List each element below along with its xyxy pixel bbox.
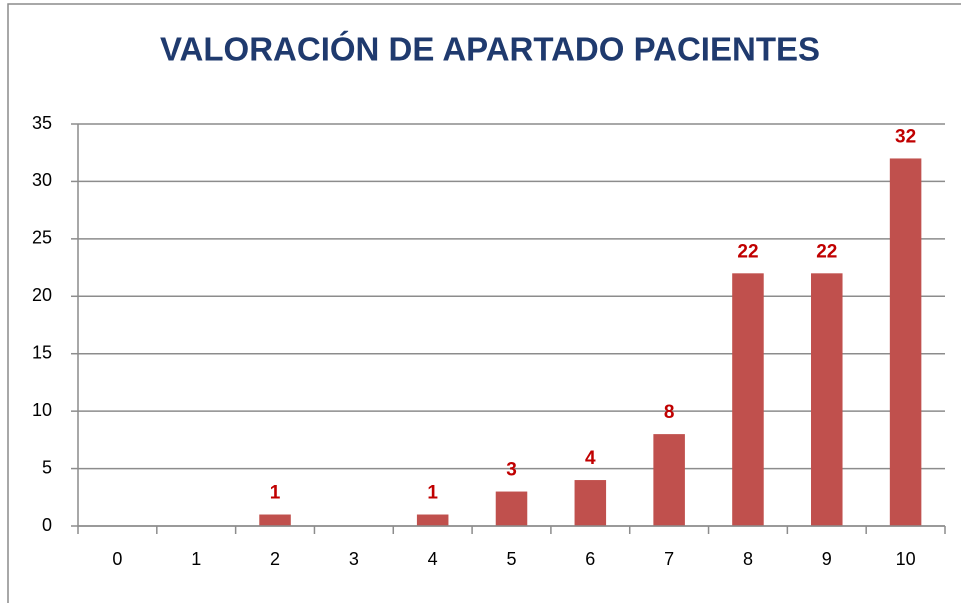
- value-label: 4: [585, 448, 596, 469]
- bar: [416, 514, 449, 526]
- value-label: 22: [737, 241, 758, 262]
- x-tick-label: 10: [896, 549, 916, 569]
- x-tick-label: 0: [112, 549, 122, 569]
- x-tick-label: 8: [743, 549, 753, 569]
- y-tick-label: 30: [32, 170, 52, 190]
- x-tick-label: 5: [506, 549, 516, 569]
- value-label: 8: [664, 402, 675, 423]
- bar: [732, 273, 764, 526]
- y-tick-label: 0: [42, 515, 52, 535]
- x-tick-label: 7: [664, 549, 674, 569]
- value-label: 1: [427, 483, 438, 504]
- value-label: 1: [270, 483, 281, 504]
- bar: [811, 273, 843, 526]
- bar: [574, 480, 607, 526]
- chart-frame: [7, 3, 961, 603]
- y-tick-label: 10: [32, 400, 52, 420]
- y-tick-label: 25: [32, 228, 52, 248]
- x-tick-label: 3: [349, 549, 359, 569]
- value-label: 22: [816, 241, 837, 262]
- y-tick-label: 15: [32, 342, 52, 362]
- chart-title: VALORACIÓN DE APARTADO PACIENTES: [160, 31, 820, 68]
- bar: [259, 514, 291, 526]
- value-label: 32: [895, 126, 916, 147]
- y-tick-label: 5: [42, 457, 52, 477]
- bar: [889, 158, 922, 526]
- bar: [653, 434, 685, 526]
- bar: [495, 491, 528, 526]
- x-tick-label: 6: [585, 549, 595, 569]
- y-tick-label: 35: [32, 113, 52, 133]
- value-label: 3: [506, 460, 517, 481]
- x-tick-label: 2: [270, 549, 280, 569]
- x-tick-label: 4: [428, 549, 438, 569]
- y-tick-label: 20: [32, 285, 52, 305]
- x-tick-label: 9: [822, 549, 832, 569]
- x-tick-label: 1: [191, 549, 201, 569]
